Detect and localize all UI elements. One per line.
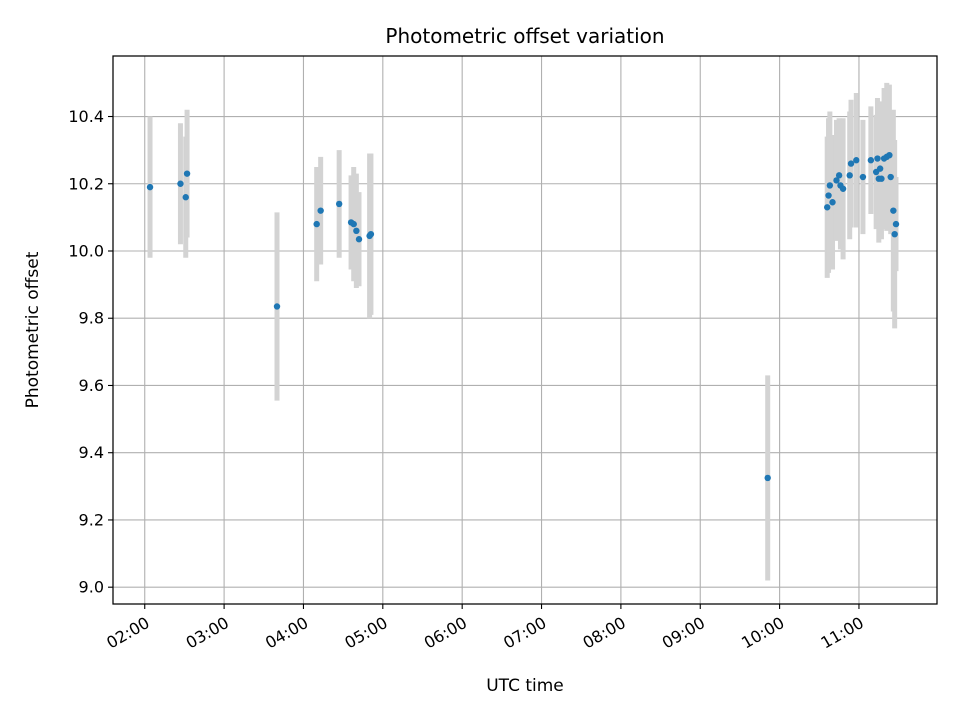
- data-point: [891, 230, 898, 238]
- y-tick-label: 10.2: [68, 174, 104, 193]
- data-point: [317, 207, 324, 214]
- chart-title: Photometric offset variation: [385, 24, 664, 48]
- data-point: [890, 207, 897, 214]
- data-point: [853, 157, 860, 164]
- data-point: [876, 165, 884, 172]
- data-point: [829, 199, 836, 206]
- data-point: [839, 185, 847, 192]
- data-point: [273, 303, 281, 310]
- data-point: [886, 151, 893, 159]
- y-tick-label: 9.0: [79, 578, 104, 597]
- y-axis-label: Photometric offset: [23, 251, 43, 408]
- data-point: [892, 220, 900, 228]
- data-point: [353, 227, 360, 235]
- data-point: [847, 160, 855, 167]
- y-tick-label: 9.4: [79, 443, 104, 462]
- data-point: [825, 192, 832, 199]
- x-axis-label: UTC time: [486, 676, 564, 696]
- data-point: [764, 474, 771, 482]
- data-point: [335, 200, 343, 208]
- data-point: [878, 175, 885, 182]
- y-tick-label: 10.4: [68, 107, 104, 126]
- data-point: [887, 173, 894, 181]
- data-point: [846, 172, 853, 179]
- data-point: [867, 157, 875, 164]
- y-tick-label: 9.2: [79, 510, 104, 529]
- data-point: [355, 236, 363, 243]
- y-tick-label: 9.6: [79, 376, 104, 395]
- data-point: [350, 220, 357, 228]
- data-point: [146, 183, 154, 191]
- data-points: [146, 151, 900, 482]
- data-point: [874, 155, 881, 162]
- data-point: [182, 194, 189, 201]
- data-point: [835, 172, 843, 179]
- y-tick-label: 9.8: [79, 309, 104, 328]
- data-point: [833, 177, 840, 184]
- data-point: [367, 230, 375, 238]
- grid-lines: [113, 56, 937, 604]
- data-point: [177, 180, 184, 187]
- data-point: [824, 204, 831, 211]
- data-point: [826, 182, 834, 189]
- y-tick-label: 10.0: [68, 241, 104, 260]
- data-point: [183, 170, 191, 177]
- data-point: [313, 220, 320, 228]
- plot-frame: [112, 55, 938, 605]
- data-point: [859, 173, 867, 181]
